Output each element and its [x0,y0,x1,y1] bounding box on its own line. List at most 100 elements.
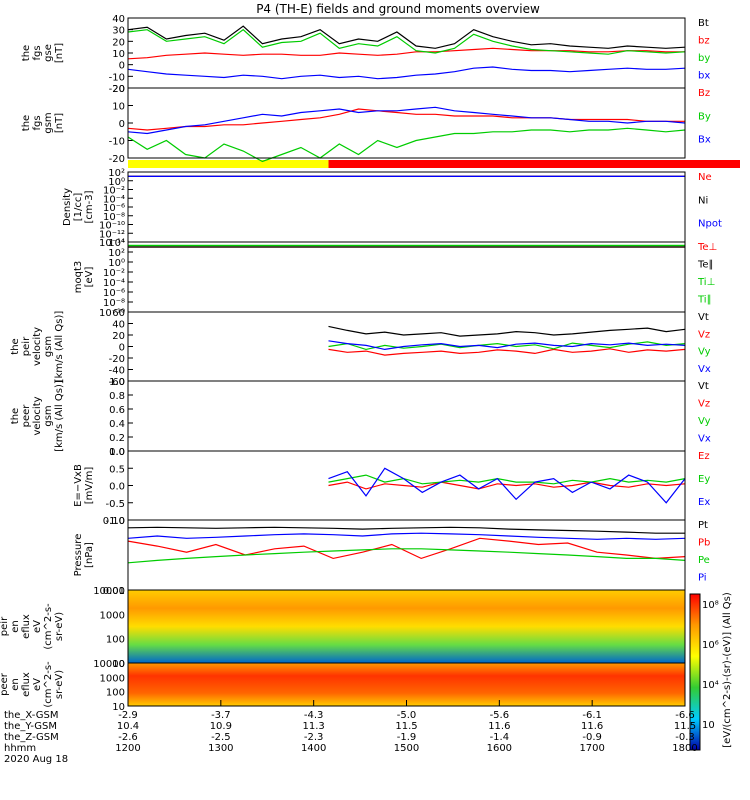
ylabel-line: Pressure [73,534,84,577]
series-line [128,67,685,79]
y-tick-label: 0.8 [109,391,125,402]
ylabel-line: en [10,620,21,633]
colorbar-tick-label: 10⁲ [702,720,715,731]
ylabel-line: sr-eV) [54,670,65,699]
y-tick-label: 1.0 [109,447,125,458]
ylabel-line: [1/cc] [73,193,84,222]
footer-z: -2.5 [211,732,231,743]
y-tick-label: 20 [112,84,125,95]
ylabel-line: gse [43,44,54,62]
legend-entry: Ex [698,497,710,508]
ylabel-line: peir [0,616,10,636]
legend-entry: Npot [698,219,722,230]
legend-entry: Vt [698,381,709,392]
footer-x: -4.3 [304,710,324,721]
legend-entry: Te∥ [697,260,714,271]
ylabel-line: the [21,45,32,61]
footer-y: 10.9 [210,721,232,732]
y-tick-label: 1000 [100,673,125,684]
ylabel-line: gsm [43,112,54,133]
y-tick-label: 0.6 [109,405,125,416]
series-line [128,533,685,539]
footer-x: -6.1 [582,710,602,721]
series-line [329,349,686,355]
legend-entry: Vy [698,416,711,427]
y-tick-label: 0.4 [109,419,125,430]
footer-row-label: the_Y-GSM [4,721,57,732]
colorbar-label: [eV/(cm^2-s)-(sr)-(eV)] (All Qs) [722,592,733,748]
legend-entry: Pe [698,555,710,566]
footer-z: -1.4 [490,732,510,743]
y-tick-label: 0 [119,119,125,130]
legend-entry: Bx [698,135,711,146]
legend-entry: Te⊥ [697,242,717,253]
y-tick-label: 10000 [93,659,125,670]
footer-y: 11.5 [674,721,696,732]
legend-entry: Pi [698,573,707,584]
spectrogram [128,663,685,706]
series-line [329,482,686,489]
ylabel-line: peer [0,672,10,696]
footer-x: -6.6 [675,710,695,721]
y-tick-label: 100 [106,635,125,646]
legend-entry: Vt [698,312,709,323]
footer-row-label: 2020 Aug 18 [4,754,68,765]
panel-frame [128,242,685,312]
legend-entry: Bz [698,88,710,99]
ylabel-line: eV [32,678,43,691]
footer-z: -0.9 [582,732,602,743]
footer-row-label: the_X-GSM [4,710,58,721]
y-tick-label: 1000 [100,610,125,621]
legend-entry: by [698,53,710,64]
ylabel-line: eflux [21,672,32,697]
ylabel-line: [mV/m] [84,467,95,505]
footer-hhmm: 1800 [672,743,697,754]
ylabel-line: eflux [21,614,32,639]
y-tick-label: 60 [112,308,125,319]
ylabel-line: [eV] [84,267,95,288]
ylabel-line: fgs [32,115,43,130]
legend-entry: Ti⊥ [697,277,715,288]
y-tick-label: 0.5 [109,464,125,475]
series-line [128,26,685,48]
footer-hhmm: 1300 [208,743,233,754]
colorbar-tick-label: 10⁸ [702,600,719,611]
y-tick-label: 40 [112,320,125,331]
ylabel-line: gsm [43,336,54,357]
series-line [128,527,685,533]
ylabel-line: [cm-3] [84,190,95,223]
footer-y: 11.5 [395,721,417,732]
footer-x: -5.6 [490,710,510,721]
ylabel-line: moqt3 [73,261,84,294]
series-line [128,30,685,55]
legend-entry: Pb [698,538,710,549]
y-tick-label: 0.0 [109,482,125,493]
footer-x: -5.0 [397,710,417,721]
series-line [128,109,685,130]
legend-entry: Ni [698,195,708,206]
legend-entry: Bt [698,18,709,29]
legend-entry: Vx [698,364,711,375]
ylabel-line: [nPa] [84,542,95,568]
footer-hhmm: 1400 [301,743,326,754]
legend-entry: Ne [698,172,712,183]
footer-x: -3.7 [211,710,231,721]
legend-entry: Ti∥ [697,295,712,306]
panels-layer: the fgs gse [nT]403020100-10-20Btbzbybxthe f… [0,14,740,765]
ylabel-line: peir [21,336,32,356]
spectrogram [128,590,685,663]
legend-entry: Vz [698,399,710,410]
footer-row-label: the_Z-GSM [4,732,59,743]
ylabel-line: velocity [32,396,43,435]
footer-row-label: hhmm [4,743,36,754]
y-tick-label: 0 [119,61,125,72]
footer-y: 11.6 [581,721,603,732]
y-tick-label: 40 [112,14,125,25]
figure-title: P4 (TH-E) fields and ground moments over… [256,2,540,16]
colorbar-tick-label: 10⁴ [702,680,719,691]
legend-entry: Vy [698,347,711,358]
y-tick-label: -0.5 [105,499,125,510]
ylabel-line: eV [32,620,43,633]
ylabel-line: sr-eV) [54,612,65,641]
